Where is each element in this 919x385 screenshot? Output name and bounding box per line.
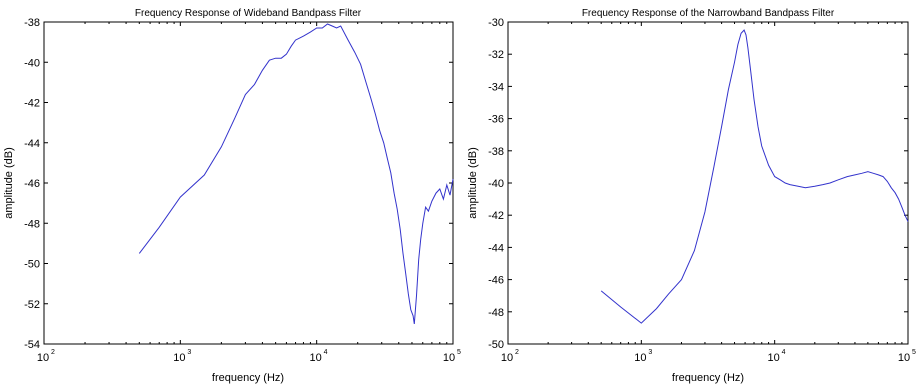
plot-area [43, 21, 454, 345]
x-tick-label: 10 [310, 352, 322, 364]
x-axis-ticks: 10 2 10 3 10 4 10 5 [37, 22, 461, 364]
y-tick-label: -48 [488, 307, 504, 319]
y-tick-label: -50 [24, 259, 40, 271]
y-axis-ticks: -50 -48 -46 -44 -42 -40 -38 -36 -34 -32 -30 [488, 17, 908, 351]
y-tick-label: -36 [488, 114, 504, 126]
x-tick-exponent: 3 [187, 349, 191, 356]
y-tick-label: -42 [24, 98, 40, 110]
x-tick-label: 10 [768, 352, 780, 364]
x-axis-label: frequency (Hz) [672, 372, 744, 384]
x-tick-exponent: 5 [912, 349, 916, 356]
chart-narrowband: Frequency Response of the Narrowband Ban… [467, 8, 916, 384]
x-tick-label: 10 [898, 352, 910, 364]
y-tick-label: -32 [488, 49, 504, 61]
frequency-response-line [138, 23, 454, 324]
chart-wideband: Frequency Response of Wideband Bandpass … [3, 8, 461, 384]
x-tick-label: 10 [634, 352, 646, 364]
x-tick-exponent: 2 [515, 349, 519, 356]
y-axis-label: amplitude (dB) [467, 147, 479, 219]
y-tick-label: -44 [24, 138, 40, 150]
y-tick-label: -38 [488, 146, 504, 158]
x-tick-exponent: 5 [457, 349, 461, 356]
y-tick-label: -46 [488, 275, 504, 287]
x-tick-exponent: 4 [324, 349, 328, 356]
x-axis-ticks: 10 2 10 3 10 4 10 5 [501, 22, 916, 364]
y-tick-label: -42 [488, 210, 504, 222]
y-tick-label: -50 [488, 339, 504, 351]
x-axis-label: frequency (Hz) [212, 372, 284, 384]
y-tick-label: -34 [488, 81, 504, 93]
plot-area [507, 21, 909, 345]
y-axis-ticks: -54 -52 -50 -48 -46 -44 -42 -40 -38 [24, 17, 453, 351]
y-tick-label: -44 [488, 242, 504, 254]
frequency-response-line [600, 29, 909, 324]
x-tick-exponent: 3 [648, 349, 652, 356]
x-tick-exponent: 4 [782, 349, 786, 356]
x-tick-label: 10 [173, 352, 185, 364]
y-tick-label: -38 [24, 17, 40, 29]
x-tick-label: 10 [37, 352, 49, 364]
y-tick-label: -30 [488, 17, 504, 29]
x-tick-exponent: 2 [51, 349, 55, 356]
chart-title: Frequency Response of the Narrowband Ban… [582, 8, 835, 19]
x-tick-label: 10 [443, 352, 455, 364]
y-tick-label: -48 [24, 218, 40, 230]
x-tick-label: 10 [501, 352, 513, 364]
y-axis-label: amplitude (dB) [3, 147, 15, 219]
y-tick-label: -52 [24, 299, 40, 311]
y-tick-label: -46 [24, 178, 40, 190]
y-tick-label: -54 [24, 339, 40, 351]
y-tick-label: -40 [488, 178, 504, 190]
chart-title: Frequency Response of Wideband Bandpass … [135, 8, 362, 19]
y-tick-label: -40 [24, 57, 40, 69]
